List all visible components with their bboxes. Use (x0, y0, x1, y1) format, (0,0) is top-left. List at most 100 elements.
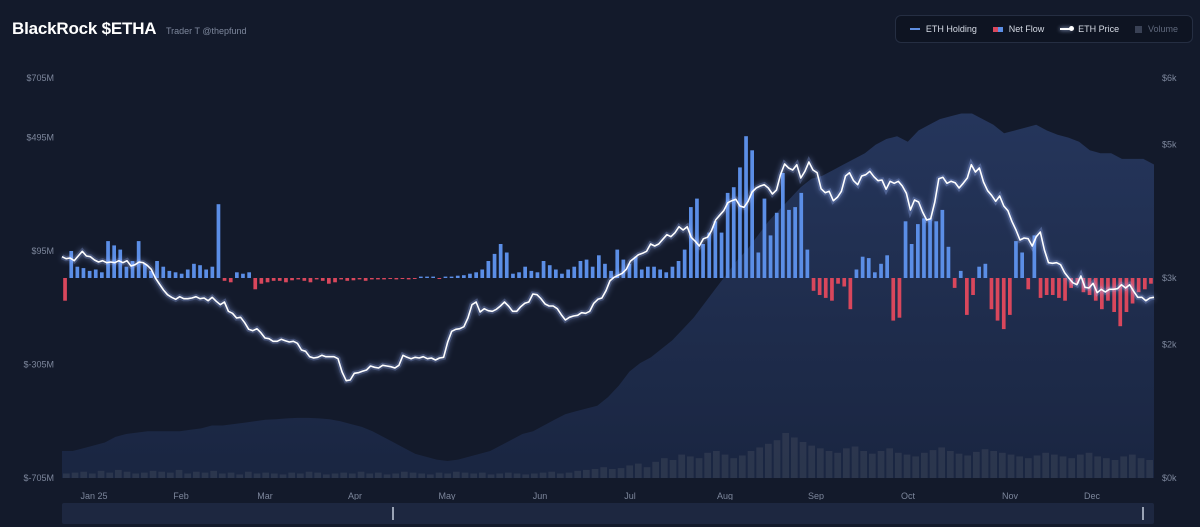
net-flow-bar (615, 249, 620, 278)
volume-bar (427, 474, 434, 478)
volume-bar (635, 463, 642, 478)
volume-bar (409, 472, 417, 478)
volume-bar (184, 473, 191, 478)
net-flow-bar (1143, 278, 1147, 290)
legend-label: Volume (1148, 24, 1179, 34)
volume-bar (323, 474, 330, 478)
x-tick-label: Aug (717, 491, 733, 500)
volume-bar (418, 473, 425, 478)
net-flow-bar (179, 273, 184, 278)
line-swatch-icon (909, 28, 920, 30)
legend-item-eth-price[interactable]: ETH Price (1060, 24, 1119, 34)
y-left-tick-label: $495M (26, 133, 54, 143)
net-flow-bar (609, 270, 613, 278)
price-line (61, 161, 1155, 382)
volume-bar (895, 452, 902, 478)
net-flow-bar (253, 278, 258, 290)
net-flow-bar (474, 272, 478, 278)
net-flow-bar (750, 150, 754, 278)
net-flow-bar (216, 204, 221, 278)
net-flow-bar (425, 276, 429, 278)
net-flow-bar (965, 278, 969, 315)
y-right-tick-label: $2k (1162, 340, 1177, 350)
volume-bar (340, 472, 347, 478)
axes: $705M $495M $95M $-305M $-705M $6k $5k $3k $2k $0… (23, 73, 1177, 500)
net-flow-bar (100, 272, 104, 278)
volume-bar (817, 448, 824, 478)
y-left-tick-label: $705M (26, 73, 54, 83)
y-right-tick-label: $3k (1162, 273, 1177, 283)
chart-title: BlackRock $ETHA (12, 19, 157, 38)
legend-item-net-flow[interactable]: Net Flow (992, 24, 1045, 34)
volume-bar (938, 447, 945, 478)
net-flow-bar (572, 266, 577, 278)
volume-bar (825, 451, 833, 478)
net-flow-bar (646, 266, 650, 278)
volume-bar (955, 453, 963, 478)
net-flow-bar (443, 276, 448, 278)
net-flow-bar (370, 278, 374, 280)
net-flow-bar (799, 192, 804, 278)
net-flow-bar (676, 261, 681, 278)
volume-bar (652, 461, 659, 478)
navigator-handle-right[interactable] (1142, 507, 1144, 520)
volume-bar (115, 469, 122, 478)
range-navigator[interactable] (62, 503, 1154, 524)
net-flow-bar (934, 221, 939, 278)
net-flow-bar (327, 278, 331, 284)
net-flow-bar (173, 272, 178, 278)
net-flow-bar (946, 246, 951, 278)
net-flow-bar (1008, 278, 1012, 315)
volume-bar (357, 471, 365, 478)
volume-bar (912, 456, 919, 478)
chart-legend: ETH Holding Net Flow ETH Price Volume (895, 15, 1193, 43)
volume-bar (106, 472, 113, 478)
volume-bar (158, 471, 165, 478)
legend-item-volume[interactable]: Volume (1135, 24, 1178, 34)
net-flow-bar (719, 232, 724, 278)
volume-bars (63, 433, 1153, 478)
volume-bar (1146, 460, 1153, 478)
chart-plot[interactable]: $705M $495M $95M $-305M $-705M $6k $5k $3k $2k $0… (0, 0, 1200, 500)
volume-bar (591, 469, 599, 478)
volume-bar (886, 448, 893, 478)
volume-bar (236, 474, 243, 478)
net-flow-bar (124, 266, 129, 278)
volume-bar (279, 474, 287, 478)
navigator-handle-left[interactable] (392, 507, 394, 520)
net-flow-bar (811, 278, 816, 291)
net-flow-bar (345, 278, 350, 281)
net-flow-bar (928, 218, 932, 278)
net-flow-bar (400, 278, 405, 279)
volume-bar (782, 433, 789, 478)
volume-bar (669, 460, 677, 478)
volume-bar (123, 471, 131, 478)
net-flow-bar (909, 244, 914, 278)
net-flow-bar (161, 266, 166, 278)
net-flow-bar (265, 278, 270, 283)
net-flow-bar (682, 249, 687, 278)
legend-item-eth-holding[interactable]: ETH Holding (909, 24, 977, 34)
volume-bar (1077, 454, 1084, 478)
y-right-tick-label: $6k (1162, 73, 1177, 83)
legend-label: Net Flow (1008, 24, 1045, 34)
x-tick-label: Apr (348, 491, 362, 500)
net-flow-bar (793, 207, 797, 278)
volume-bar (132, 473, 139, 478)
legend-label: ETH Price (1078, 24, 1120, 34)
volume-bar (617, 468, 625, 478)
holding-area-path (62, 113, 1154, 478)
net-flow-bar (222, 278, 227, 281)
net-flow-bar (916, 224, 920, 278)
net-flow-bar (529, 270, 534, 278)
net-flow-bar (603, 263, 607, 278)
net-flow-bar (664, 272, 669, 278)
net-flow-bar (995, 278, 1000, 321)
volume-bar (288, 472, 295, 478)
volume-bar (1120, 456, 1127, 478)
volume-bar (1085, 452, 1093, 478)
net-flow-bar (879, 263, 883, 278)
net-flow-bar (1124, 278, 1129, 312)
net-flow-bar (1038, 278, 1043, 298)
net-flow-bar (517, 272, 521, 278)
